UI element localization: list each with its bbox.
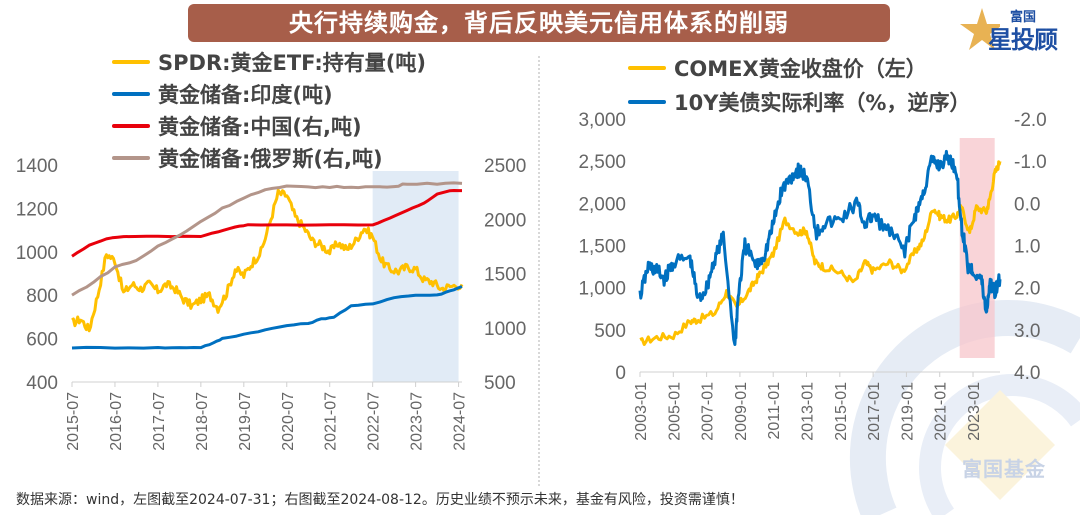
legend-label: 黄金储备:中国(右,吨) [158,115,362,139]
y-right-tick-label: 2500 [484,156,526,177]
right-chart-legend: COMEX黄金收盘价（左） 10Y美债实际利率（%，逆序） [628,51,970,119]
x-tick-label: 2013-01 [800,382,817,441]
legend-label: SPDR:黄金ETF:持有量(吨) [158,51,426,75]
brand-logo-top: 富国 [1010,10,1037,25]
x-tick-label: 2018-07 [194,392,211,451]
x-tick-label: 2023-07 [409,392,426,451]
x-tick-label: 2003-01 [633,382,650,441]
y-right-tick-label: 2.0 [1014,279,1040,300]
y-left-tick-label: 800 [26,286,58,307]
x-tick-label: 2023-01 [966,382,983,441]
x-tick-label: 2015-07 [65,392,82,451]
series-line-3 [71,189,462,258]
series-line-2 [638,149,1002,346]
y-right-tick-label: 1500 [484,265,526,286]
x-tick-label: 2021-07 [323,392,340,451]
x-tick-label: 2017-07 [151,392,168,451]
footer-source-note: 数据来源：wind，左图截至2024-07-31；右图截至2024-08-12。… [16,492,744,508]
y-left-tick-label: 1,000 [578,279,626,300]
legend-label: COMEX黄金收盘价（左） [674,57,927,81]
x-tick-label: 2016-07 [108,392,125,451]
x-tick-label: 2005-01 [666,382,683,441]
y-left-tick-label: 400 [26,373,58,394]
legend-swatch [112,92,150,96]
y-left-tick-label: 2,000 [578,194,626,215]
left-chart-legend: SPDR:黄金ETF:持有量(吨) 黄金储备:印度(吨) 黄金储备:中国(右,吨… [112,46,426,174]
legend-item-real-rate: 10Y美债实际利率（%，逆序） [628,85,970,119]
legend-label: 10Y美债实际利率（%，逆序） [674,91,971,115]
legend-swatch [112,60,150,64]
y-right-tick-label: 1.0 [1014,237,1040,258]
legend-label: 黄金储备:俄罗斯(右,吨) [158,147,383,171]
y-left-tick-label: 1,500 [578,237,626,258]
y-right-tick-label: 2000 [484,210,526,231]
y-right-tick-label: 1000 [484,319,526,340]
y-right-tick-label: 500 [484,373,516,394]
y-left-tick-label: 1200 [16,199,58,220]
x-tick-label: 2015-01 [833,382,850,441]
legend-item-china: 黄金储备:中国(右,吨) [112,110,426,142]
x-tick-label: 2021-01 [933,382,950,441]
legend-item-spdr: SPDR:黄金ETF:持有量(吨) [112,46,426,78]
legend-swatch [628,100,666,104]
legend-label: 黄金储备:印度(吨) [158,83,333,107]
y-left-tick-label: 0 [615,363,626,384]
legend-item-russia: 黄金储备:俄罗斯(右,吨) [112,142,426,174]
x-tick-label: 2007-01 [700,382,717,441]
title-banner: 央行持续购金，背后反映美元信用体系的削弱 [188,4,890,42]
y-right-tick-label: 0.0 [1014,194,1040,215]
series-line-1 [71,188,464,333]
legend-item-india: 黄金储备:印度(吨) [112,78,426,110]
y-right-tick-label: -2.0 [1014,110,1047,131]
y-right-tick-label: -1.0 [1014,152,1047,173]
x-tick-label: 2022-07 [366,392,383,451]
legend-swatch [112,156,150,160]
brand-logo-main: 星投顾 [988,26,1058,54]
chart-divider [538,56,540,486]
y-left-tick-label: 2,500 [578,152,626,173]
series-line-2 [71,285,463,350]
legend-swatch [112,124,150,128]
x-tick-label: 2009-01 [733,382,750,441]
y-left-tick-label: 1400 [16,156,58,177]
y-left-tick-label: 500 [594,321,626,342]
legend-swatch [628,66,666,70]
y-right-tick-label: 3.0 [1014,321,1040,342]
x-tick-label: 2017-01 [866,382,883,441]
legend-item-comex: COMEX黄金收盘价（左） [628,51,970,85]
x-tick-label: 2024-07 [452,392,469,451]
brand-logo: 富国 星投顾 [960,4,1080,54]
y-right-tick-label: 4.0 [1014,363,1040,384]
x-tick-label: 2020-07 [280,392,297,451]
y-left-tick-label: 1000 [16,243,58,264]
x-tick-label: 2011-01 [766,382,783,440]
watermark-text: 富国基金 [962,457,1046,481]
star-icon [960,8,1000,50]
x-tick-label: 2019-01 [899,382,916,441]
series-line-4 [71,181,463,297]
y-left-tick-label: 3,000 [578,110,626,131]
x-tick-label: 2019-07 [237,392,254,451]
series-line-1 [639,160,1002,346]
y-left-tick-label: 600 [26,330,58,351]
